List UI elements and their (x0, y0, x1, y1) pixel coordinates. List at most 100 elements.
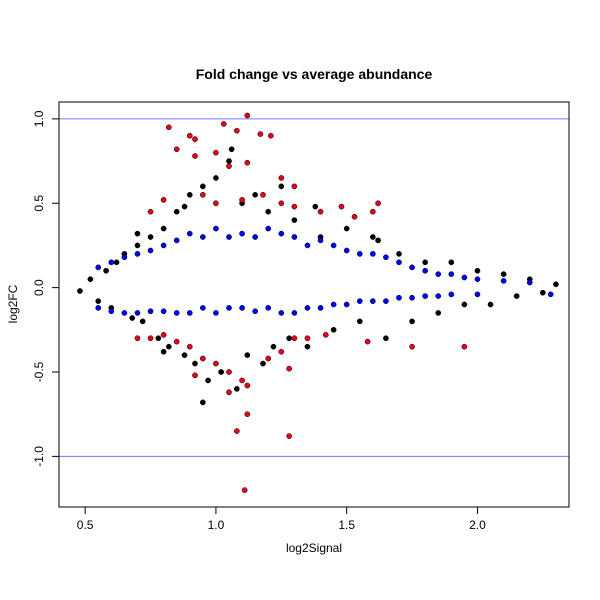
data-point-series-2 (260, 191, 266, 198)
data-point-series-0 (134, 242, 141, 249)
data-point-series-1 (160, 308, 167, 315)
data-point-series-2 (173, 146, 180, 153)
data-point-series-0 (312, 203, 319, 210)
data-point-series-0 (181, 203, 188, 210)
y-tick-label: 0.0 (32, 279, 46, 296)
x-tick-label: 0.5 (77, 518, 94, 532)
y-tick-label: -0.5 (32, 361, 46, 382)
data-point-series-0 (383, 335, 389, 342)
data-point-series-2 (304, 335, 311, 342)
data-point-series-1 (95, 264, 102, 271)
data-point-series-0 (553, 281, 559, 288)
data-point-series-2 (213, 200, 219, 207)
data-point-series-1 (239, 230, 245, 237)
data-point-series-0 (304, 343, 311, 350)
data-point-series-0 (160, 225, 167, 232)
data-point-series-1 (278, 310, 285, 316)
data-point-series-2 (369, 208, 376, 215)
data-points (77, 112, 559, 493)
data-point-series-2 (461, 343, 468, 350)
data-point-series-1 (186, 230, 193, 237)
data-point-series-0 (113, 259, 120, 266)
data-point-series-1 (356, 298, 363, 304)
data-point-series-2 (244, 411, 251, 418)
data-point-series-2 (147, 335, 154, 342)
data-point-series-2 (322, 332, 329, 338)
data-point-series-1 (265, 305, 272, 311)
data-point-series-2 (213, 360, 219, 367)
data-point-series-1 (383, 298, 389, 304)
data-point-series-2 (226, 389, 232, 396)
data-point-series-1 (199, 305, 206, 311)
x-axis: 0.5 1.0 1.5 2.0 (77, 507, 486, 532)
data-point-series-0 (409, 318, 415, 325)
data-point-series-2 (286, 365, 293, 372)
x-axis-label: log2Signal (286, 541, 342, 555)
chart-title: Fold change vs average abundance (196, 66, 433, 82)
data-point-series-1 (448, 271, 455, 277)
data-point-series-1 (121, 310, 128, 316)
data-point-series-2 (409, 343, 415, 350)
data-point-series-0 (500, 271, 507, 277)
data-point-series-2 (278, 175, 285, 181)
data-point-series-2 (239, 197, 245, 203)
data-point-series-0 (147, 234, 154, 240)
data-point-series-0 (265, 208, 272, 215)
data-point-series-0 (134, 230, 141, 237)
data-point-series-1 (173, 310, 180, 316)
data-point-series-0 (181, 352, 188, 358)
data-point-series-0 (422, 259, 429, 266)
data-point-series-1 (213, 310, 219, 316)
y-tick-label: 0.5 (32, 195, 46, 212)
data-point-series-0 (513, 293, 520, 299)
data-point-series-2 (233, 428, 240, 434)
data-point-series-1 (396, 259, 402, 266)
data-point-series-0 (270, 343, 277, 350)
data-point-series-2 (147, 208, 154, 215)
data-point-series-1 (317, 305, 324, 311)
data-point-series-1 (304, 242, 311, 249)
data-point-series-2 (375, 200, 381, 207)
data-point-series-0 (129, 315, 136, 321)
data-point-series-2 (265, 355, 272, 362)
data-point-series-1 (252, 234, 259, 240)
data-point-series-0 (173, 208, 180, 215)
data-point-series-0 (343, 225, 350, 232)
data-point-series-1 (474, 276, 481, 283)
y-axis: -1.0 -0.5 0.0 0.5 1.0 (32, 110, 59, 467)
data-point-series-1 (291, 310, 298, 316)
data-point-series-2 (244, 159, 251, 166)
data-point-series-1 (369, 251, 376, 257)
data-point-series-0 (448, 259, 455, 266)
data-point-series-2 (291, 335, 298, 342)
data-point-series-1 (500, 278, 507, 284)
x-tick-label: 1.0 (208, 518, 225, 532)
data-point-series-0 (435, 310, 442, 316)
data-point-series-2 (192, 136, 198, 142)
data-point-series-2 (338, 203, 345, 210)
data-point-series-0 (192, 360, 198, 367)
data-point-series-2 (351, 213, 358, 220)
data-point-series-1 (526, 279, 533, 286)
data-point-series-0 (103, 267, 109, 274)
data-point-series-1 (304, 305, 311, 311)
data-point-series-2 (239, 377, 245, 384)
data-point-series-1 (226, 234, 232, 240)
data-point-series-1 (474, 291, 481, 298)
data-point-series-2 (267, 132, 274, 139)
data-point-series-1 (173, 237, 180, 244)
data-point-series-2 (160, 332, 167, 338)
data-point-series-1 (422, 293, 429, 299)
plot-frame (58, 101, 570, 508)
data-point-series-0 (213, 175, 219, 181)
y-tick-label: -1.0 (32, 446, 46, 467)
data-point-series-1 (422, 267, 429, 274)
data-point-series-0 (226, 158, 232, 164)
data-point-series-2 (160, 197, 167, 203)
data-point-series-0 (233, 386, 240, 392)
data-point-series-0 (369, 234, 376, 240)
data-point-series-2 (364, 338, 371, 345)
data-point-series-0 (155, 335, 162, 342)
data-point-series-0 (539, 289, 546, 296)
